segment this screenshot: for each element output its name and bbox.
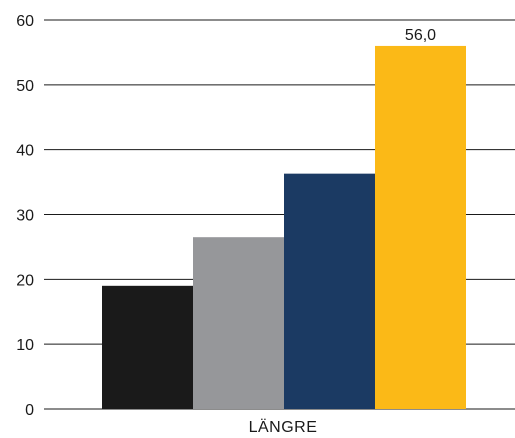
bar-series-2 <box>193 237 284 409</box>
y-axis-tick-labels: 0 10 20 30 40 50 60 <box>16 13 34 419</box>
category-label: LÄNGRE <box>249 418 318 436</box>
bars <box>102 45 466 409</box>
bar-series-4 <box>375 45 466 409</box>
data-labels: 56,0 <box>405 27 436 44</box>
y-tick-label: 10 <box>16 337 34 354</box>
y-tick-label: 50 <box>16 78 34 95</box>
bar-series-3 <box>284 173 375 409</box>
y-tick-label: 20 <box>16 272 34 289</box>
bar-series-1 <box>102 285 193 409</box>
y-tick-label: 60 <box>16 13 34 30</box>
data-label-series-4: 56,0 <box>405 27 436 44</box>
y-tick-label: 30 <box>16 208 34 225</box>
y-tick-label: 0 <box>25 402 34 419</box>
y-tick-label: 40 <box>16 143 34 160</box>
